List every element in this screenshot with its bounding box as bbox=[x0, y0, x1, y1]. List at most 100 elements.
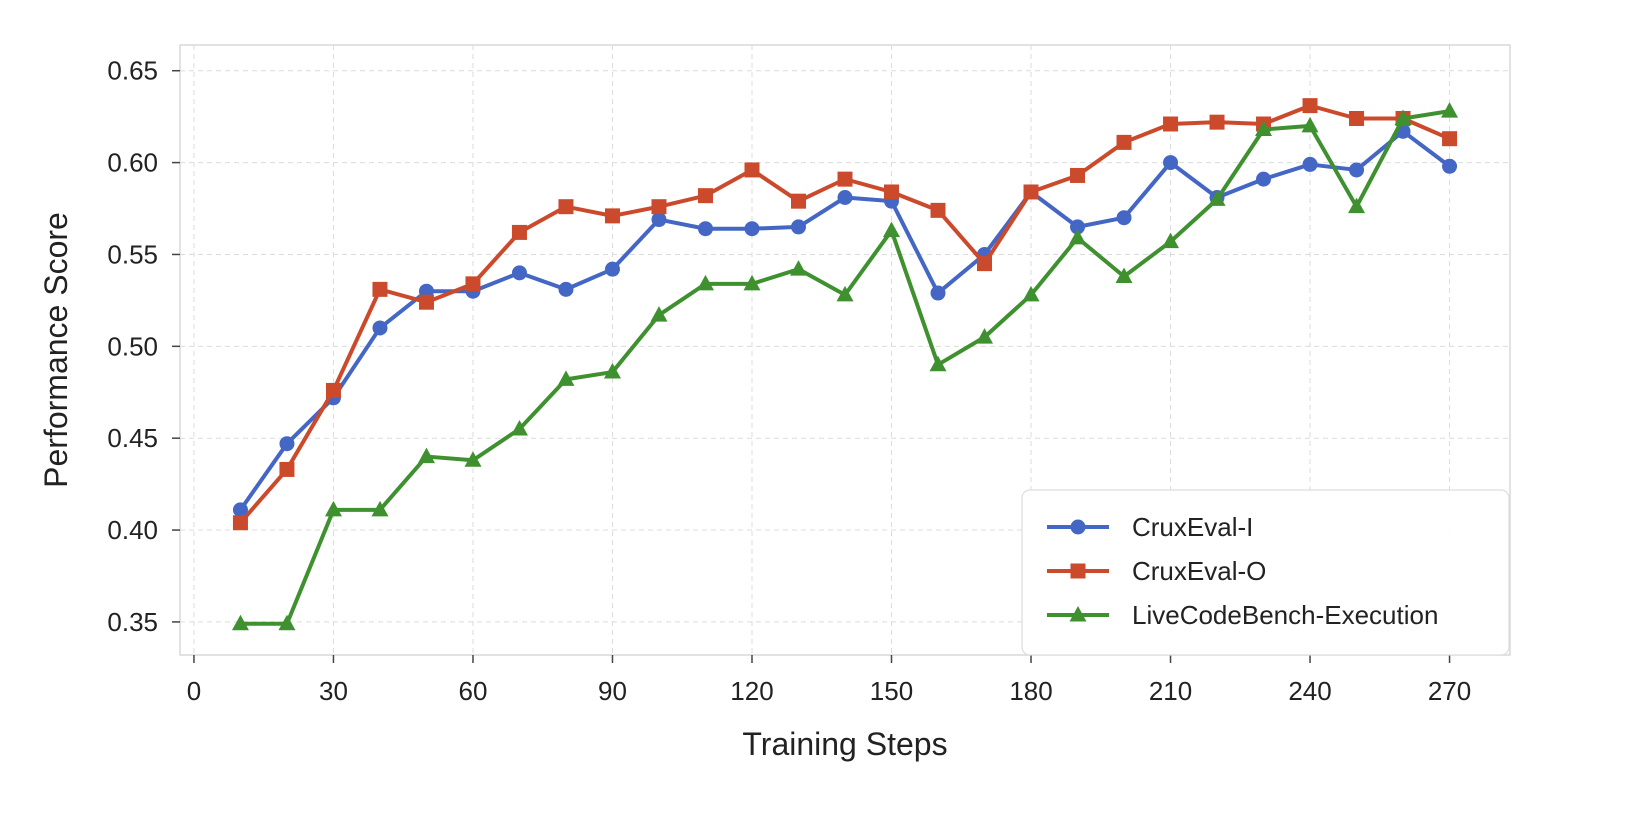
data-point bbox=[511, 224, 527, 240]
data-point bbox=[977, 256, 993, 272]
data-point bbox=[464, 451, 482, 467]
data-point bbox=[744, 162, 760, 178]
x-tick-label: 270 bbox=[1428, 676, 1471, 706]
data-point bbox=[325, 382, 341, 398]
data-point bbox=[837, 190, 853, 205]
x-tick-label: 150 bbox=[870, 676, 913, 706]
data-point bbox=[790, 219, 806, 235]
data-point bbox=[930, 202, 946, 218]
x-tick-label: 60 bbox=[459, 676, 488, 706]
data-point bbox=[1116, 210, 1132, 226]
data-point bbox=[324, 500, 342, 517]
series-group bbox=[231, 98, 1459, 631]
legend-label: LiveCodeBench-Execution bbox=[1132, 600, 1438, 630]
data-point bbox=[789, 260, 807, 276]
legend-item: CruxEval-I bbox=[1047, 512, 1253, 542]
data-point bbox=[1302, 98, 1318, 114]
data-point bbox=[1302, 156, 1318, 172]
data-point bbox=[1348, 197, 1366, 214]
y-tick-label: 0.45 bbox=[107, 423, 158, 453]
y-tick-label: 0.55 bbox=[107, 239, 158, 269]
x-tick-label: 210 bbox=[1149, 676, 1192, 706]
data-point bbox=[929, 355, 947, 372]
y-tick-label: 0.60 bbox=[107, 148, 158, 178]
series-0 bbox=[232, 123, 1458, 518]
x-tick-label: 90 bbox=[598, 676, 627, 706]
data-point bbox=[697, 221, 713, 237]
legend-label: CruxEval-O bbox=[1132, 556, 1266, 586]
data-point bbox=[279, 436, 295, 452]
data-point bbox=[1116, 134, 1132, 150]
data-point bbox=[558, 281, 574, 297]
data-point bbox=[1070, 167, 1086, 183]
data-point bbox=[650, 306, 668, 322]
data-point bbox=[1070, 219, 1086, 235]
data-point bbox=[743, 274, 761, 291]
data-point bbox=[1394, 109, 1412, 125]
series-1 bbox=[232, 98, 1458, 531]
data-point bbox=[744, 221, 760, 237]
x-tick-label: 30 bbox=[319, 676, 348, 706]
y-tick-label: 0.65 bbox=[107, 56, 158, 86]
legend-marker bbox=[1070, 519, 1086, 535]
data-point bbox=[1255, 120, 1273, 137]
data-point bbox=[976, 328, 994, 344]
data-point bbox=[884, 184, 900, 200]
data-point bbox=[837, 171, 853, 187]
data-point bbox=[232, 502, 248, 518]
x-tick-label: 0 bbox=[187, 676, 201, 706]
data-point bbox=[1349, 162, 1365, 178]
data-point bbox=[372, 320, 388, 336]
plot-frame bbox=[179, 44, 1511, 656]
data-point bbox=[278, 614, 296, 631]
data-point bbox=[372, 281, 388, 297]
legend-marker bbox=[1070, 563, 1086, 579]
data-point bbox=[510, 420, 528, 436]
data-point bbox=[930, 285, 946, 301]
data-point bbox=[1162, 232, 1180, 249]
data-point bbox=[651, 199, 667, 215]
data-point bbox=[511, 265, 527, 281]
legend-box bbox=[1021, 489, 1510, 656]
data-point bbox=[651, 212, 667, 228]
y-tick-label: 0.40 bbox=[107, 515, 158, 545]
data-point bbox=[790, 193, 806, 209]
data-point bbox=[1256, 171, 1272, 187]
data-point bbox=[558, 199, 574, 215]
data-point bbox=[1022, 285, 1040, 302]
y-axis-label: Performance Score bbox=[38, 212, 74, 488]
data-point bbox=[371, 500, 389, 517]
x-tick-label: 120 bbox=[730, 676, 773, 706]
data-point bbox=[1208, 190, 1226, 206]
data-point bbox=[604, 261, 620, 277]
data-point bbox=[1442, 131, 1458, 147]
legend-marker bbox=[1069, 606, 1087, 622]
data-point bbox=[1115, 267, 1133, 284]
data-point bbox=[279, 461, 295, 477]
legend-label: CruxEval-I bbox=[1132, 512, 1253, 542]
data-point bbox=[1163, 155, 1179, 171]
data-point bbox=[418, 294, 434, 310]
data-point bbox=[557, 370, 575, 386]
data-point bbox=[1023, 184, 1039, 200]
data-point bbox=[1069, 228, 1087, 245]
series-2 bbox=[231, 102, 1459, 631]
y-tick-label: 0.50 bbox=[107, 331, 158, 361]
legend-item: CruxEval-O bbox=[1047, 556, 1266, 586]
data-point bbox=[1301, 116, 1319, 133]
x-tick-label: 240 bbox=[1288, 676, 1331, 706]
data-point bbox=[836, 285, 854, 302]
data-point bbox=[1163, 116, 1179, 132]
axis-ticks: 0 30 60 90 120 150 180 210 240 270 0.35 0.40 0.45 0.5… bbox=[107, 56, 1471, 706]
legend-item: LiveCodeBench-Execution bbox=[1047, 600, 1438, 630]
data-point bbox=[1349, 110, 1365, 126]
x-tick-label: 180 bbox=[1009, 676, 1052, 706]
data-point bbox=[232, 515, 248, 531]
data-point bbox=[1209, 114, 1225, 130]
y-tick-label: 0.35 bbox=[107, 607, 158, 637]
data-point bbox=[1441, 102, 1459, 118]
data-point bbox=[697, 188, 713, 204]
